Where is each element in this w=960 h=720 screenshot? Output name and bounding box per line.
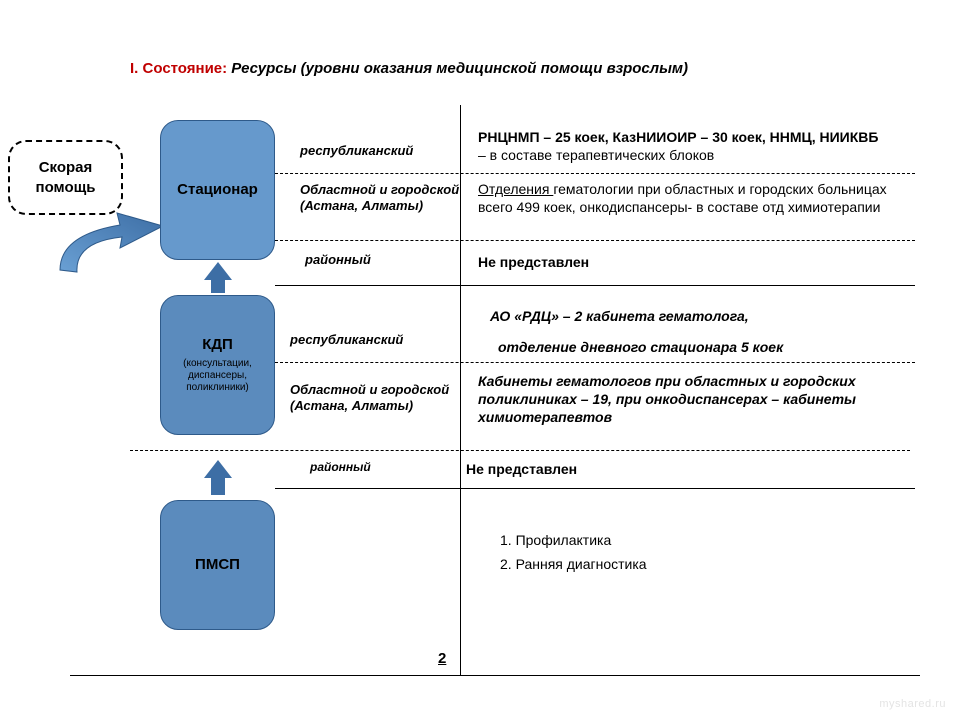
page-number: 2 [438, 650, 446, 667]
level-label: республиканский [290, 332, 450, 348]
block-pmsp: ПМСП [160, 500, 275, 630]
desc-kdp-obl: Кабинеты гематологов при областных и гор… [478, 372, 868, 427]
solid-line [275, 285, 915, 286]
title-rest: Ресурсы (уровни оказания медицинской пом… [227, 60, 688, 77]
curved-arrow-icon [45, 210, 175, 290]
desc-kdp-rep2: отделение дневного стационара 5 коек [498, 338, 928, 356]
desc-district: Не представлен [478, 253, 908, 271]
level-label: районный [305, 252, 465, 268]
title-roman: I. [130, 60, 143, 77]
emergency-line1: Скорая [39, 159, 93, 176]
dash-line [275, 362, 915, 363]
desc-republican-a: РНЦНМП – 25 коек, КазНИИОИР – 30 коек, Н… [478, 129, 878, 145]
arrow-stem [211, 279, 225, 293]
watermark: myshared.ru [879, 698, 946, 710]
arrow-stem [211, 477, 225, 495]
dash-line [275, 173, 915, 174]
center-divider [460, 105, 461, 675]
level-label: районный [310, 460, 470, 474]
solid-line [70, 675, 920, 676]
list-item: 1. Профилактика [500, 532, 647, 548]
desc-republican-b: – в составе терапевтических блоков [478, 147, 714, 163]
paren-close: ) [245, 382, 248, 393]
desc-oblast-u: Отделения [478, 181, 553, 197]
page-title: I. Состояние: Ресурсы (уровни оказания м… [130, 60, 920, 77]
block-kdp-sub: консультации, диспансеры, поликлиники [186, 358, 252, 393]
arrow-up-icon [204, 460, 232, 478]
pmsp-list: 1. Профилактика 2. Ранняя диагностика [500, 532, 647, 580]
emergency-box: Скорая помощь [8, 140, 123, 215]
desc-kdp-rep1: АО «РДЦ» – 2 кабинета гематолога, [490, 307, 920, 325]
list-item: 2. Ранняя диагностика [500, 556, 647, 572]
level-label: Областной и городской (Астана, Алматы) [290, 382, 450, 413]
title-status: Состояние: [143, 60, 228, 77]
level-label: Областной и городской (Астана, Алматы) [300, 182, 460, 213]
level-label: республиканский [300, 143, 460, 159]
solid-line [275, 488, 915, 489]
block-stationary-label: Стационар [177, 181, 258, 200]
block-kdp-title: КДП [202, 336, 233, 355]
block-kdp: КДП (консультации, диспансеры, поликлини… [160, 295, 275, 435]
desc-kdp-district: Не представлен [466, 460, 896, 478]
dash-line [130, 450, 910, 451]
block-pmsp-label: ПМСП [195, 556, 240, 575]
arrow-up-icon [204, 262, 232, 280]
block-stationary: Стационар [160, 120, 275, 260]
emergency-line2: помощь [36, 179, 96, 196]
dash-line [275, 240, 915, 241]
desc-oblast: Отделения гематологии при областных и го… [478, 180, 908, 216]
desc-republican: РНЦНМП – 25 коек, КазНИИОИР – 30 коек, Н… [478, 128, 888, 164]
